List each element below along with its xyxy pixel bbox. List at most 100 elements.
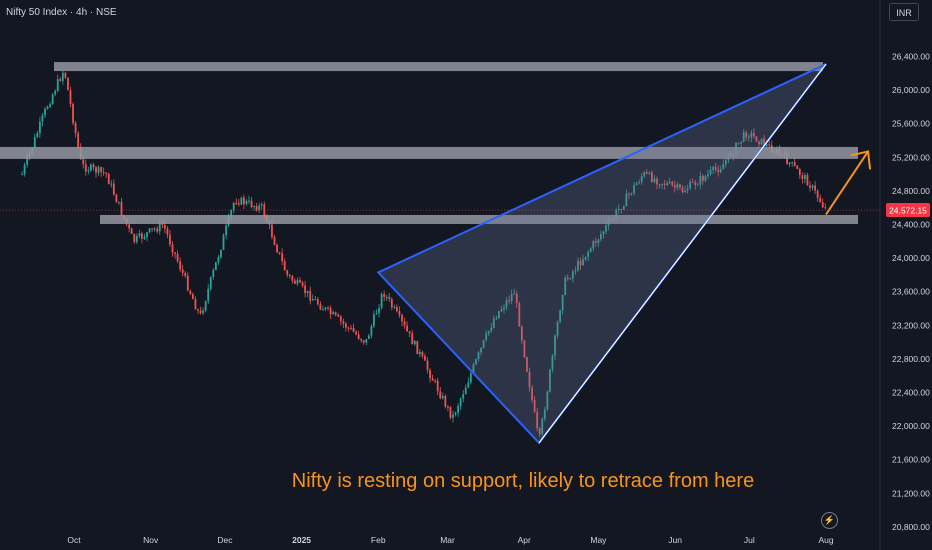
- candle-body: [411, 333, 414, 345]
- candle-body: [337, 314, 340, 317]
- candle-body: [316, 299, 319, 305]
- candle-body: [156, 228, 159, 232]
- candle-body: [528, 371, 531, 388]
- y-axis[interactable]: 26,400.00 26,000.00 25,600.00 25,200.00 24,8…: [879, 0, 930, 550]
- candle-body: [220, 249, 222, 258]
- candle-body: [615, 210, 618, 218]
- candle-body: [431, 378, 434, 381]
- candle-body: [531, 387, 533, 400]
- candle-body: [306, 290, 309, 294]
- candle-body: [214, 262, 217, 271]
- candle-body: [148, 228, 151, 233]
- x-tick-label: Nov: [143, 535, 159, 545]
- candle-body: [362, 340, 365, 343]
- candle-body: [222, 235, 225, 250]
- candle-body: [179, 261, 182, 270]
- candle-body: [671, 181, 674, 186]
- candle-body: [480, 347, 482, 353]
- candle-body: [54, 90, 57, 95]
- candle-body: [146, 232, 148, 237]
- x-axis[interactable]: Oct Nov Dec 2025 Feb Mar Apr May Jun Jul Aug: [67, 535, 833, 545]
- candle-body: [694, 182, 697, 185]
- candle-body: [722, 164, 725, 170]
- candle-body: [551, 355, 554, 370]
- candle-body: [49, 104, 52, 107]
- candle-body: [33, 137, 36, 148]
- candle-body: [520, 326, 523, 341]
- candle-body: [469, 373, 472, 383]
- candle-body: [253, 206, 256, 208]
- candle-body: [788, 162, 791, 165]
- currency-button[interactable]: INR: [889, 3, 919, 21]
- candle-body: [814, 185, 817, 191]
- candle-body: [84, 164, 87, 172]
- candle-body: [286, 270, 289, 276]
- candle-body: [541, 418, 544, 435]
- candle-body: [589, 248, 592, 252]
- candle-body: [408, 331, 411, 334]
- candle-body: [717, 169, 720, 173]
- y-tick-label: 22,400.00: [892, 388, 930, 398]
- candle-body: [475, 359, 477, 365]
- candle-body: [505, 300, 508, 308]
- candle-body: [523, 340, 526, 358]
- candle-body: [350, 327, 352, 329]
- candle-body: [696, 184, 699, 186]
- candle-body: [658, 184, 661, 186]
- candle-body: [549, 369, 551, 392]
- candle-body: [712, 167, 715, 170]
- candle-body: [230, 210, 233, 217]
- symbol-title[interactable]: Nifty 50 Index · 4h · NSE: [6, 7, 117, 18]
- candle-body: [444, 396, 447, 407]
- candle-body: [204, 301, 207, 311]
- candle-body: [518, 302, 521, 327]
- candle-body: [133, 233, 136, 242]
- candle-body: [158, 222, 161, 232]
- candle-body: [130, 228, 133, 234]
- candle-body: [390, 298, 393, 308]
- wedge-rising-edge: [538, 63, 827, 444]
- x-tick-label: Jul: [744, 535, 755, 545]
- candle-body: [457, 406, 460, 413]
- lightning-icon[interactable]: ⚡: [821, 512, 838, 529]
- candle-body: [582, 259, 584, 266]
- candle-body: [373, 314, 375, 327]
- candle-body: [115, 194, 118, 203]
- candle-body: [357, 334, 360, 339]
- band-support: [100, 214, 858, 224]
- candle-body: [439, 391, 442, 399]
- candle-body: [574, 270, 577, 272]
- candle-body: [638, 182, 641, 184]
- candle-body: [740, 141, 743, 144]
- candle-body: [189, 290, 192, 295]
- candle-body: [500, 309, 503, 312]
- candle-body: [459, 398, 462, 407]
- candle-body: [72, 103, 74, 124]
- candle-body: [513, 293, 516, 295]
- candle-body: [569, 278, 572, 280]
- candle-body: [413, 340, 416, 345]
- candle-body: [768, 144, 771, 146]
- candle-body: [396, 306, 398, 312]
- candle-body: [452, 414, 454, 418]
- candle-body: [153, 228, 156, 230]
- candle-body: [424, 355, 426, 361]
- candle-body: [248, 200, 250, 202]
- candle-body: [418, 351, 421, 355]
- candle-body: [176, 253, 179, 262]
- candle-body: [737, 142, 740, 144]
- y-tick-label: 26,000.00: [892, 85, 930, 95]
- candle-body: [640, 176, 643, 183]
- candle-body: [406, 325, 409, 332]
- y-tick-label: 20,800.00: [892, 522, 930, 532]
- candle-body: [753, 132, 755, 137]
- candle-body: [378, 307, 380, 314]
- candle-body: [635, 183, 638, 186]
- candle-body: [255, 206, 258, 211]
- candle-body: [747, 137, 750, 139]
- candle-body: [755, 136, 758, 142]
- candle-body: [676, 184, 679, 188]
- candle-body: [709, 169, 712, 175]
- candle-body: [594, 241, 597, 243]
